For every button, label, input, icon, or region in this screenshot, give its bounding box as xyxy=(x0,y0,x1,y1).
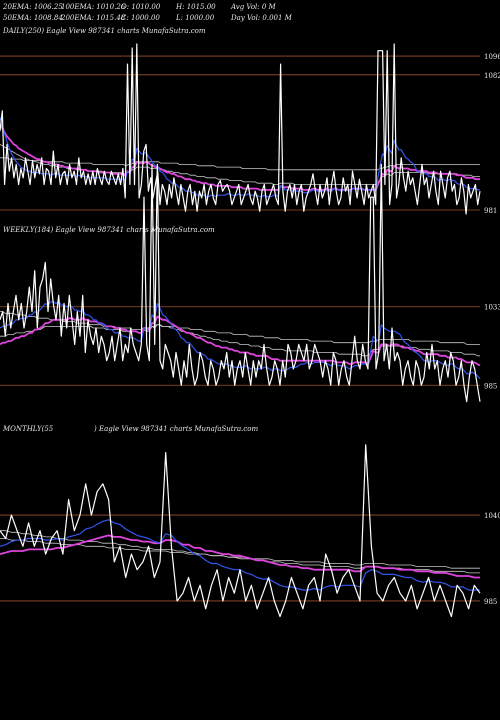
ema50-line xyxy=(0,534,480,579)
monthly-chart: 1040 985 xyxy=(0,444,500,618)
ema50-line xyxy=(0,123,480,191)
y-tick-label-1: 1082 xyxy=(484,72,500,80)
ema100-line xyxy=(0,324,480,357)
price-line xyxy=(0,43,481,215)
monthly-panel-label-left: MONTHLY(55 xyxy=(3,425,54,433)
ema200-line xyxy=(0,311,480,345)
ema50-value: 50EMA: 1008.84 xyxy=(3,14,63,22)
close-value: C: 1000.00 xyxy=(121,14,160,22)
y-tick-label-2: 981 xyxy=(484,207,497,215)
price-line xyxy=(0,163,481,403)
y-tick-label-0: 1096 xyxy=(484,53,500,61)
price-line xyxy=(0,444,481,618)
weekly-chart: 1033 985 xyxy=(0,163,500,403)
daily-chart: 1096 1082 981 xyxy=(0,43,500,215)
high-value: H: 1015.00 xyxy=(176,3,216,11)
open-value: O: 1010.00 xyxy=(121,3,161,11)
monthly-panel-label-right: ) Eagle View 987341 charts MunafaSutra.c… xyxy=(94,425,259,433)
ema200-line xyxy=(0,538,480,569)
ema200-value: 200EMA: 1015.48 xyxy=(61,14,126,22)
ema100-line xyxy=(0,530,480,574)
ema20-line xyxy=(0,301,481,380)
weekly-panel-label: WEEKLY(184) Eagle View 987341 charts Mun… xyxy=(3,226,215,234)
ema50-line xyxy=(0,315,481,367)
y-tick-label-1: 985 xyxy=(484,382,497,390)
ema100-value: 100EMA: 1010.26 xyxy=(61,3,126,11)
y-tick-label-0: 1033 xyxy=(484,304,500,312)
daily-panel-label: DAILY(250) Eagle View 987341 charts Muna… xyxy=(3,27,206,35)
y-tick-label-0: 1040 xyxy=(484,512,500,520)
day-vol-value: Day Vol: 0.001 M xyxy=(231,14,292,22)
avg-vol-value: Avg Vol: 0 M xyxy=(231,3,276,11)
ema20-value: 20EMA: 1006.25 xyxy=(3,3,63,11)
ema20-line xyxy=(0,117,480,198)
low-value: L: 1000.00 xyxy=(176,14,215,22)
y-tick-label-1: 985 xyxy=(484,598,497,606)
